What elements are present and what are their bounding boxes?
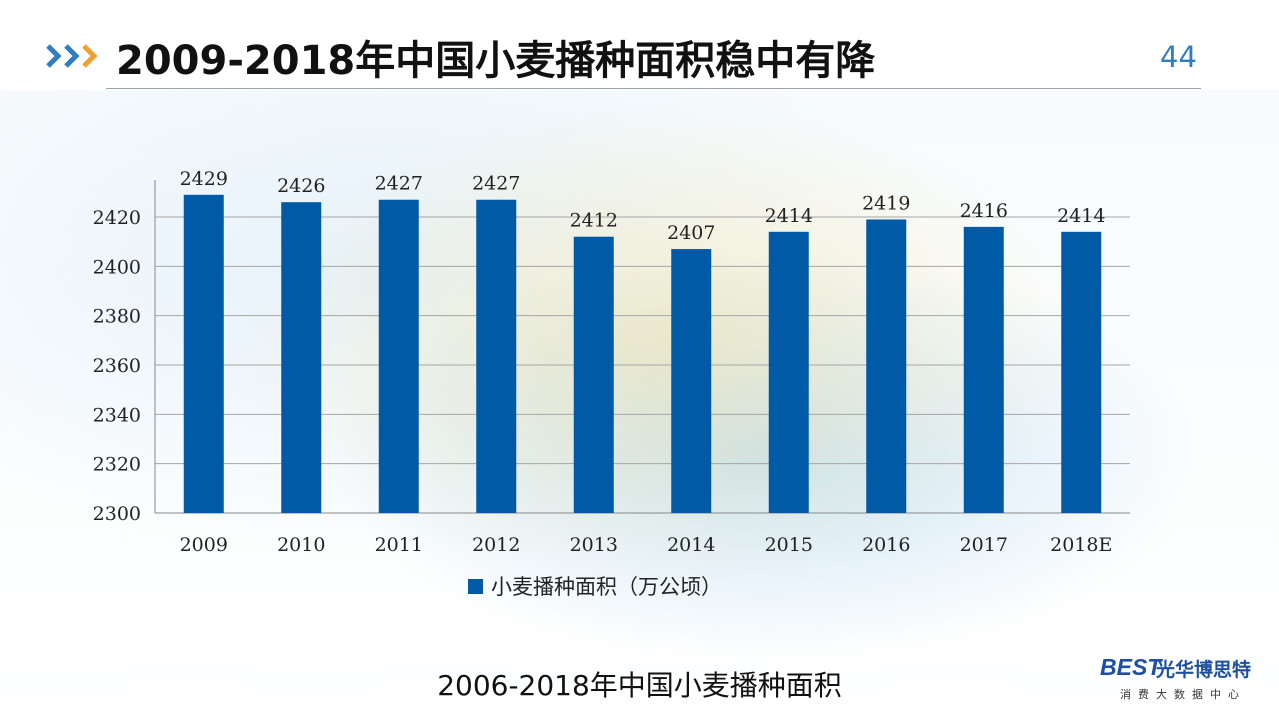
data-label: 2427 [375,173,423,195]
data-label: 2414 [1057,205,1105,227]
data-label: 2427 [472,173,520,195]
y-tick-label: 2400 [93,256,141,278]
slide-title: 2009-2018年中国小麦播种面积稳中有降 [116,38,876,84]
header-divider [106,88,1201,89]
x-tick-label: 2015 [765,534,813,556]
data-label: 2426 [277,175,325,197]
bar [768,231,809,514]
x-tick-label: 2011 [375,534,423,556]
x-tick-label: 2013 [570,534,618,556]
bar [1061,231,1102,514]
page-number: 44 [1160,40,1197,74]
y-tick-label: 2340 [93,404,141,426]
data-label: 2414 [765,205,813,227]
data-label: 2419 [862,192,910,214]
logo-name: 光华博思特 [1156,659,1252,681]
x-tick-label: 2017 [960,534,1008,556]
x-tick-label: 2018E [1050,534,1112,556]
y-tick-label: 2420 [93,207,141,229]
y-tick-label: 2320 [93,454,141,476]
bar [963,226,1004,513]
company-logo: BEST 光华博思特 消费大数据中心 [1100,654,1270,704]
x-tick-label: 2016 [862,534,910,556]
triple-chevron-icon [46,44,98,68]
bar [281,202,322,513]
x-tick-label: 2014 [667,534,715,556]
slide-header: 2009-2018年中国小麦播种面积稳中有降 44 [0,0,1279,90]
x-tick-label: 2010 [277,534,325,556]
logo-mark: BEST [1100,654,1162,680]
bar [378,199,419,513]
x-tick-label: 2012 [472,534,520,556]
chart-caption: 2006-2018年中国小麦播种面积 [437,669,842,702]
x-tick-label: 2009 [180,534,228,556]
y-tick-label: 2360 [93,355,141,377]
bar [476,199,517,513]
data-label: 2416 [960,200,1008,222]
bar [183,194,224,514]
y-tick-label: 2300 [93,503,141,525]
bar [866,219,907,513]
data-label: 2407 [667,222,715,244]
data-label: 2429 [180,168,228,190]
bar [573,236,614,513]
logo-subtitle: 消费大数据中心 [1120,688,1246,701]
y-tick-label: 2380 [93,306,141,328]
bar [671,249,712,514]
data-label: 2412 [570,210,618,232]
legend-label: 小麦播种面积（万公顷） [491,575,722,599]
legend-swatch [468,579,483,594]
